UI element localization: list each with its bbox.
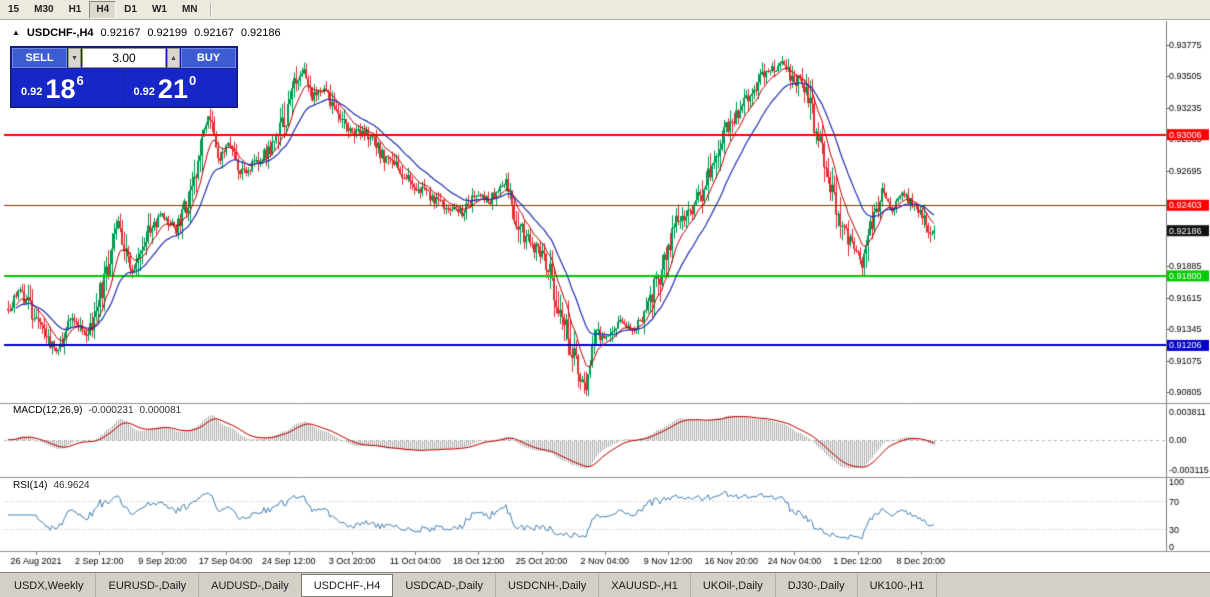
buy-button[interactable]: BUY — [181, 48, 236, 68]
ohlc-high: 0.92199 — [147, 27, 188, 39]
sell-button[interactable]: SELL — [12, 48, 67, 68]
timeframe-h4[interactable]: H4 — [89, 0, 117, 19]
macd-name: MACD(12,26,9) — [13, 405, 83, 416]
buy-price-pips: 21 — [157, 74, 188, 105]
macd-indicator-label: MACD(12,26,9) -0.000231 0.000081 — [13, 405, 181, 416]
chart-tab-bar: USDX,Weekly EURUSD-,Daily AUDUSD-,Daily … — [0, 572, 1210, 597]
tab-ukoil-daily[interactable]: UKOil-,Daily — [691, 573, 776, 597]
tab-uk100-h1[interactable]: UK100-,H1 — [858, 573, 938, 597]
buy-price-display[interactable]: 0.92 21 0 — [124, 69, 236, 106]
macd-signal-value: 0.000081 — [139, 405, 182, 416]
volume-input[interactable] — [82, 48, 166, 68]
timeframe-d1[interactable]: D1 — [117, 1, 144, 19]
symbol-title: USDCHF-,H4 — [26, 27, 94, 39]
macd-main-value: -0.000231 — [88, 405, 134, 416]
sell-price-prefix: 0.92 — [21, 86, 43, 98]
one-click-trading-panel: SELL ▼ ▲ BUY 0.92 18 6 0.92 21 0 — [10, 46, 238, 108]
ohlc-open: 0.92167 — [100, 27, 141, 39]
timeframe-m30[interactable]: M30 — [27, 1, 60, 19]
chart-symbol-header: ▲ USDCHF-,H4 0.92167 0.92199 0.92167 0.9… — [12, 26, 281, 40]
volume-spin-down-button[interactable]: ▼ — [68, 48, 81, 68]
tab-usdchf-h4[interactable]: USDCHF-,H4 — [300, 574, 394, 597]
sell-price-pips: 18 — [45, 74, 76, 105]
timeframe-h1[interactable]: H1 — [62, 1, 89, 19]
rsi-value: 46.9624 — [53, 480, 90, 491]
one-click-prices-row: 0.92 18 6 0.92 21 0 — [12, 69, 236, 106]
ohlc-low: 0.92167 — [194, 27, 234, 39]
tab-xauusd-h1[interactable]: XAUUSD-,H1 — [599, 573, 691, 597]
one-click-controls-row: SELL ▼ ▲ BUY — [12, 48, 236, 68]
timeframe-mn[interactable]: MN — [175, 1, 205, 19]
price-chart-canvas[interactable] — [0, 21, 1210, 572]
tab-usdcad-daily[interactable]: USDCAD-,Daily — [393, 573, 496, 597]
rsi-indicator-label: RSI(14) 46.9624 — [13, 480, 90, 491]
tab-eurusd-daily[interactable]: EURUSD-,Daily — [96, 573, 200, 597]
toolbar-separator — [209, 2, 212, 17]
timeframe-m15[interactable]: 15 — [1, 1, 26, 19]
volume-spin-up-button[interactable]: ▲ — [167, 48, 180, 68]
rsi-name: RSI(14) — [13, 480, 48, 491]
timeframe-w1[interactable]: W1 — [145, 1, 174, 19]
buy-price-point: 0 — [188, 73, 197, 88]
oneclick-collapse-icon[interactable]: ▲ — [12, 28, 20, 37]
tab-audusd-daily[interactable]: AUDUSD-,Daily — [199, 573, 302, 597]
timeframe-toolbar: 15 M30 H1 H4 D1 W1 MN — [0, 0, 1210, 20]
tab-dj30-daily[interactable]: DJ30-,Daily — [776, 573, 858, 597]
tab-usdx-weekly[interactable]: USDX,Weekly — [2, 573, 97, 597]
tab-usdcnh-daily[interactable]: USDCNH-,Daily — [496, 573, 600, 597]
ohlc-close: 0.92186 — [240, 27, 281, 39]
buy-price-prefix: 0.92 — [133, 86, 155, 98]
sell-price-point: 6 — [76, 73, 84, 88]
sell-price-display[interactable]: 0.92 18 6 — [12, 69, 124, 106]
